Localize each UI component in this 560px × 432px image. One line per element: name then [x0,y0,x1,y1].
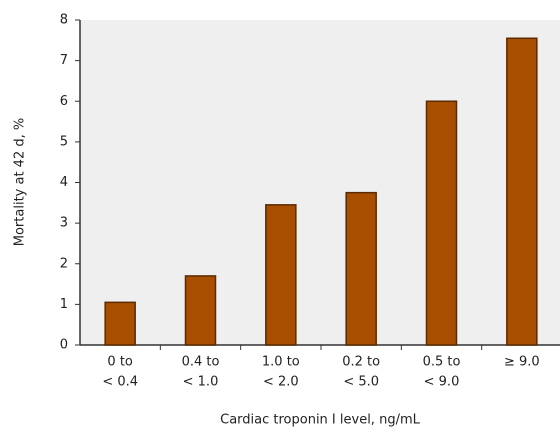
x-tick-label: 1.0 to [262,355,300,370]
y-tick-label: 7 [60,53,68,68]
y-tick-label: 3 [60,216,68,231]
x-tick-label: < 9.0 [424,375,460,390]
x-tick-label: 0 to [107,355,133,370]
x-tick-label: < 2.0 [263,375,299,390]
y-axis-label: Mortality at 42 d, % [13,118,28,246]
y-tick-label: 4 [60,175,68,190]
y-tick-label: 6 [60,94,68,109]
x-tick-label: 0.2 to [342,355,380,370]
bar [265,204,297,346]
x-tick-label: < 1.0 [183,375,219,390]
x-tick-label: ≥ 9.0 [504,355,540,370]
y-tick-label: 5 [60,134,68,149]
x-tick-label: < 0.4 [102,375,138,390]
x-tick-label: 0.5 to [423,355,461,370]
y-tick-label: 0 [60,338,68,353]
y-tick-label: 8 [60,13,68,28]
bar [104,301,136,346]
x-tick-label: 0.4 to [182,355,220,370]
y-tick-label: 2 [60,256,68,271]
plot-area [80,20,560,345]
bar [345,191,377,346]
x-tick-label: < 5.0 [343,375,379,390]
x-axis-label: Cardiac troponin I level, ng/mL [220,413,420,428]
y-tick-label: 1 [60,297,68,312]
bar [506,37,538,346]
bar [425,100,458,346]
bar [184,275,217,346]
